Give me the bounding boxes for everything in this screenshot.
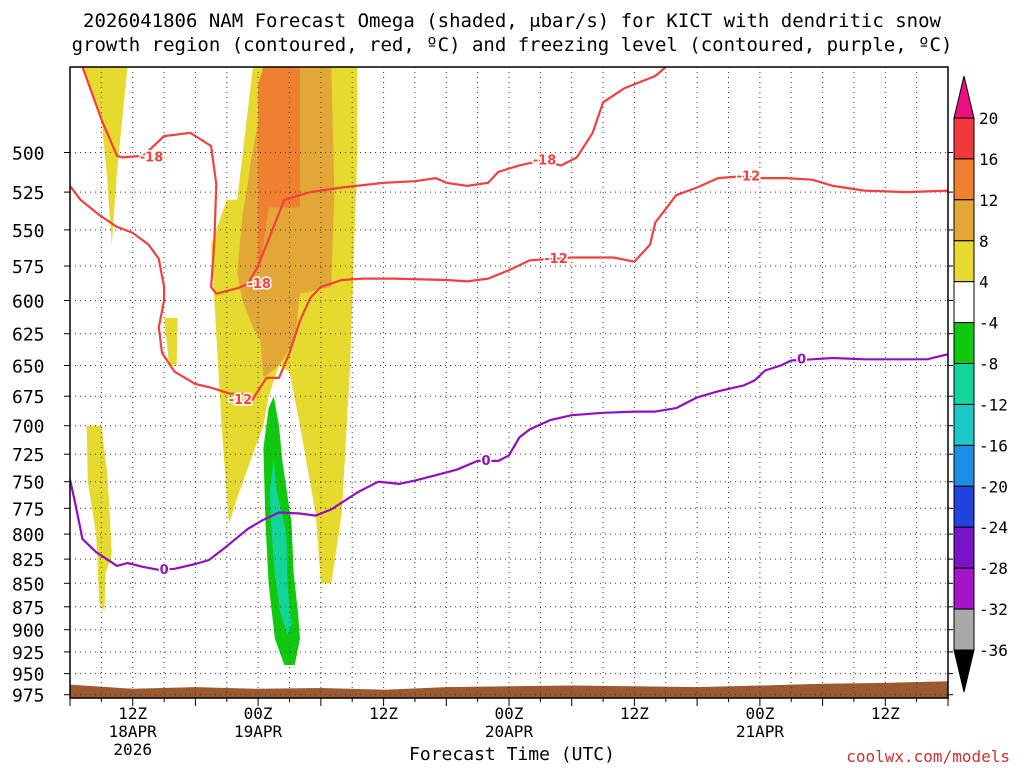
x-tick-label: 12Z — [620, 704, 649, 723]
chart-title-line2: growth region (contoured, red, ºC) and f… — [71, 34, 953, 56]
x-tick-label: 00Z — [745, 704, 774, 723]
colorbar-label: -36 — [979, 641, 1008, 660]
x-tick-label: 12Z — [871, 704, 900, 723]
y-tick-label: 975 — [12, 686, 45, 707]
colorbar-bin — [953, 608, 975, 651]
colorbar-label: 20 — [979, 109, 998, 128]
colorbar-label: -16 — [979, 436, 1008, 455]
y-tick-label: 700 — [12, 417, 45, 438]
contour-line-2 — [70, 353, 948, 571]
colorbar-label: -28 — [979, 559, 1008, 578]
contour-label: -12 — [229, 393, 253, 408]
terrain-fill — [70, 681, 948, 698]
omega-region-0 — [82, 67, 128, 245]
y-tick-label: 725 — [12, 445, 45, 466]
contour-label: 0 — [797, 352, 806, 367]
x-tick-label: 18APR — [109, 722, 158, 741]
colorbar-bin — [953, 567, 975, 610]
colorbar-bin — [953, 322, 975, 365]
y-tick-label: 675 — [12, 387, 45, 408]
colorbar: 20 16 12 8 4 -4 -8 -12 -16 -20 -24 -28 -32 -36 — [953, 75, 1008, 693]
x-tick-label: 00Z — [244, 704, 273, 723]
chart-title-line1: 2026041806 NAM Forecast Omega (shaded, μ… — [83, 10, 941, 32]
colorbar-bin — [953, 404, 975, 446]
colorbar-label: 8 — [979, 232, 989, 251]
colorbar-label: 12 — [979, 191, 998, 210]
contour-labels: -18 -18 -18 -12 -12 -12 0 0 0 — [138, 149, 807, 579]
y-tick-label: 550 — [12, 221, 45, 242]
colorbar-bottom-arrow — [953, 649, 975, 693]
y-tick-label: 925 — [12, 643, 45, 664]
y-tick-label: 775 — [12, 499, 45, 520]
contour-line-1 — [70, 175, 948, 404]
contour-label: -18 — [140, 150, 164, 165]
y-tick-label: 900 — [12, 621, 45, 642]
colorbar-top-arrow — [953, 75, 975, 119]
y-tick-label: 850 — [12, 574, 45, 595]
colorbar-bin — [953, 363, 975, 405]
x-tick-label: 21APR — [736, 722, 785, 741]
y-tick-label: 600 — [12, 292, 45, 313]
y-tick-label: 650 — [12, 357, 45, 378]
x-tick-label: 12Z — [369, 704, 398, 723]
ground-surface — [70, 681, 948, 698]
colorbar-label: -4 — [979, 314, 998, 333]
colorbar-label: -8 — [979, 355, 998, 374]
y-tick-label: 800 — [12, 525, 45, 546]
site-credit: coolwx.com/models — [846, 747, 1010, 766]
colorbar-label: 16 — [979, 150, 998, 169]
colorbar-label: -12 — [979, 396, 1008, 415]
colorbar-bin — [953, 199, 975, 242]
colorbar-bin — [953, 485, 975, 528]
contour-label: -12 — [544, 252, 568, 267]
x-tick-label: 12Z — [118, 704, 147, 723]
x-tick-label: 20APR — [485, 722, 534, 741]
contour-label: -12 — [737, 170, 761, 185]
omega-region-2 — [86, 425, 112, 612]
colorbar-bin — [953, 117, 975, 160]
y-tick-label: 950 — [12, 665, 45, 686]
colorbar-bin — [953, 158, 975, 201]
omega-region-7 — [269, 459, 292, 635]
colorbar-label: -32 — [979, 600, 1008, 619]
colorbar-bin — [953, 240, 975, 283]
x-tick-label: 00Z — [495, 704, 524, 723]
y-tick-label: 500 — [12, 144, 45, 165]
contour-line-0 — [81, 67, 667, 295]
colorbar-label: -20 — [979, 477, 1008, 496]
omega-region-1 — [164, 317, 178, 366]
contour-label: -18 — [533, 154, 557, 169]
x-tick-label: 2026 — [113, 740, 152, 759]
contour-label: 0 — [160, 563, 169, 578]
contour-label: 0 — [481, 454, 490, 469]
temperature-contours — [70, 67, 948, 571]
pressure-axis: 500 525 550 575 600 625 650 675 700 725 750 775 800 8… — [12, 144, 953, 707]
x-tick-label: 19APR — [234, 722, 283, 741]
y-tick-label: 875 — [12, 598, 45, 619]
y-tick-label: 750 — [12, 473, 45, 494]
omega-region-5 — [258, 67, 300, 273]
colorbar-bin — [953, 444, 975, 487]
y-tick-label: 575 — [12, 257, 45, 278]
x-axis-title: Forecast Time (UTC) — [409, 744, 615, 765]
colorbar-bin — [953, 281, 975, 324]
y-tick-label: 825 — [12, 550, 45, 571]
contour-label: -18 — [247, 277, 271, 292]
colorbar-label: -24 — [979, 518, 1008, 537]
colorbar-label: 4 — [979, 273, 989, 292]
y-tick-label: 525 — [12, 183, 45, 204]
colorbar-bin — [953, 526, 975, 569]
gridlines — [70, 67, 948, 698]
y-tick-label: 625 — [12, 325, 45, 346]
